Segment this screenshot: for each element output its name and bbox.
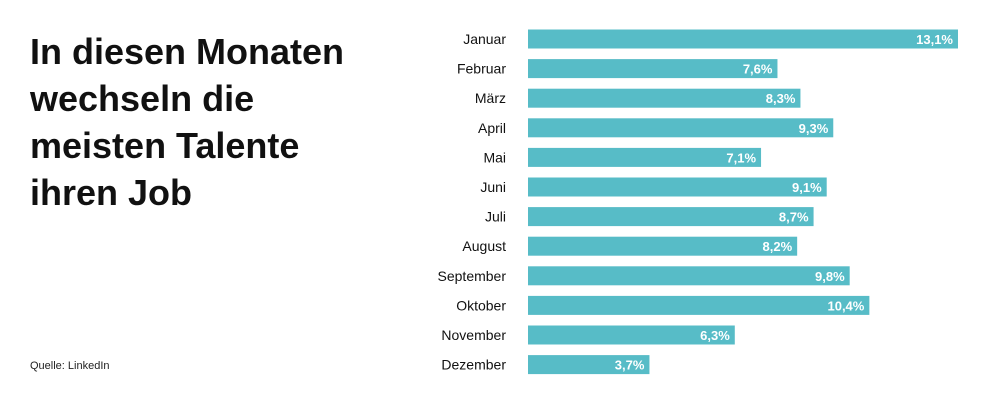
bar-value-label: 8,2% xyxy=(763,239,793,254)
category-label: Dezember xyxy=(441,357,506,373)
category-label: August xyxy=(462,238,506,254)
bar-value-label: 13,1% xyxy=(916,32,953,47)
category-label: März xyxy=(475,90,506,106)
bar-value-label: 9,8% xyxy=(815,269,845,284)
bar-value-label: 6,3% xyxy=(700,328,730,343)
bar-value-label: 9,3% xyxy=(799,121,829,136)
bar xyxy=(528,325,735,345)
category-label: Februar xyxy=(457,61,506,77)
category-label: Mai xyxy=(483,149,506,165)
category-label: November xyxy=(441,327,506,343)
bar-value-label: 3,7% xyxy=(615,358,645,373)
bar xyxy=(528,88,801,108)
bar-value-label: 10,4% xyxy=(827,298,864,313)
bar-value-label: 8,7% xyxy=(779,210,809,225)
source-note: Quelle: LinkedIn xyxy=(30,360,110,372)
category-label: Oktober xyxy=(456,297,506,313)
bar-value-label: 7,1% xyxy=(726,150,756,165)
bar-value-label: 8,3% xyxy=(766,91,796,106)
bar xyxy=(528,147,762,167)
bar xyxy=(528,59,778,79)
category-label: September xyxy=(438,268,507,284)
bar xyxy=(528,118,834,138)
category-label: Januar xyxy=(463,31,506,47)
bar xyxy=(528,29,958,49)
bar xyxy=(528,207,814,227)
bar xyxy=(528,355,650,375)
bar xyxy=(528,295,870,315)
category-label: Juli xyxy=(485,209,506,225)
bar-value-label: 7,6% xyxy=(743,62,773,77)
chart-title: In diesen Monaten wechseln die meisten T… xyxy=(30,31,345,213)
bar xyxy=(528,177,827,197)
bar xyxy=(528,236,798,256)
category-label: Juni xyxy=(480,179,506,195)
category-label: April xyxy=(478,120,506,136)
bar xyxy=(528,266,850,286)
bar-value-label: 9,1% xyxy=(792,180,822,195)
